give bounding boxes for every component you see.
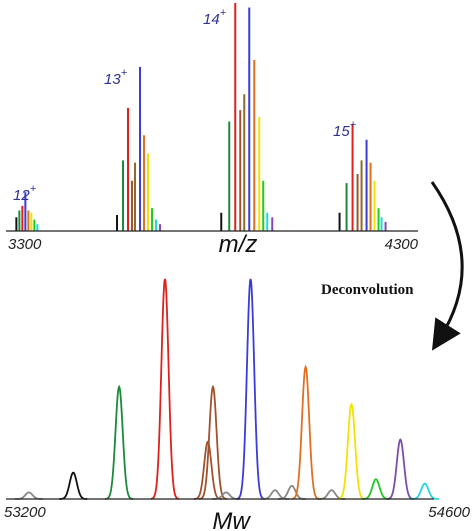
mw-tick-label-end: 54600 xyxy=(428,504,470,521)
mw-tick-label-start: 53200 xyxy=(4,504,46,521)
deconvoluted-spectrum-peaks xyxy=(14,278,439,500)
charge-number-13: 13 xyxy=(104,71,121,88)
svg-text:14+: 14+ xyxy=(203,7,227,28)
mw-peak-4 xyxy=(193,440,222,500)
deconvolution-label: Deconvolution xyxy=(321,282,414,298)
svg-text:15+: 15+ xyxy=(333,119,357,140)
mz-axis-title: m/z xyxy=(219,231,258,258)
mw-peak-14 xyxy=(386,438,415,500)
deconvolution-arrow xyxy=(430,181,464,351)
mw-peak-13 xyxy=(361,478,390,500)
mz-tick-label-end: 4300 xyxy=(385,236,419,253)
mw-peak-1 xyxy=(59,471,88,500)
charge-label-15: 15+ xyxy=(333,119,357,140)
mw-peak-10 xyxy=(291,364,320,500)
mw-axis-title: Mw xyxy=(212,508,251,531)
charge-number-12: 12 xyxy=(13,187,30,204)
mw-peak-7 xyxy=(236,278,265,500)
mass-spectrum-peaks xyxy=(15,3,387,231)
charge-sign-14: + xyxy=(220,7,227,19)
charge-number-14: 14 xyxy=(203,11,220,28)
mass-spectrum-chart: 3300 4300 m/z 12+ 13+ 14+ 15+ xyxy=(6,3,419,258)
mw-peak-2 xyxy=(105,384,134,500)
charge-sign-13: + xyxy=(121,67,128,79)
charge-label-13: 13+ xyxy=(104,67,128,88)
mw-peak-12 xyxy=(337,402,366,500)
mw-peak-15 xyxy=(410,482,439,500)
svg-text:13+: 13+ xyxy=(104,67,128,88)
mz-tick-label-start: 3300 xyxy=(8,236,42,253)
deconvoluted-spectrum-chart: 53200 54600 Mw xyxy=(4,278,471,531)
mw-peak-0 xyxy=(14,491,43,500)
charge-sign-12: + xyxy=(30,183,37,195)
mw-peak-3 xyxy=(150,278,180,500)
charge-number-15: 15 xyxy=(333,123,350,140)
charge-label-12: 12+ xyxy=(13,183,37,204)
charge-sign-15: + xyxy=(350,119,357,131)
svg-text:12+: 12+ xyxy=(13,183,37,204)
charge-label-14: 14+ xyxy=(203,7,227,28)
